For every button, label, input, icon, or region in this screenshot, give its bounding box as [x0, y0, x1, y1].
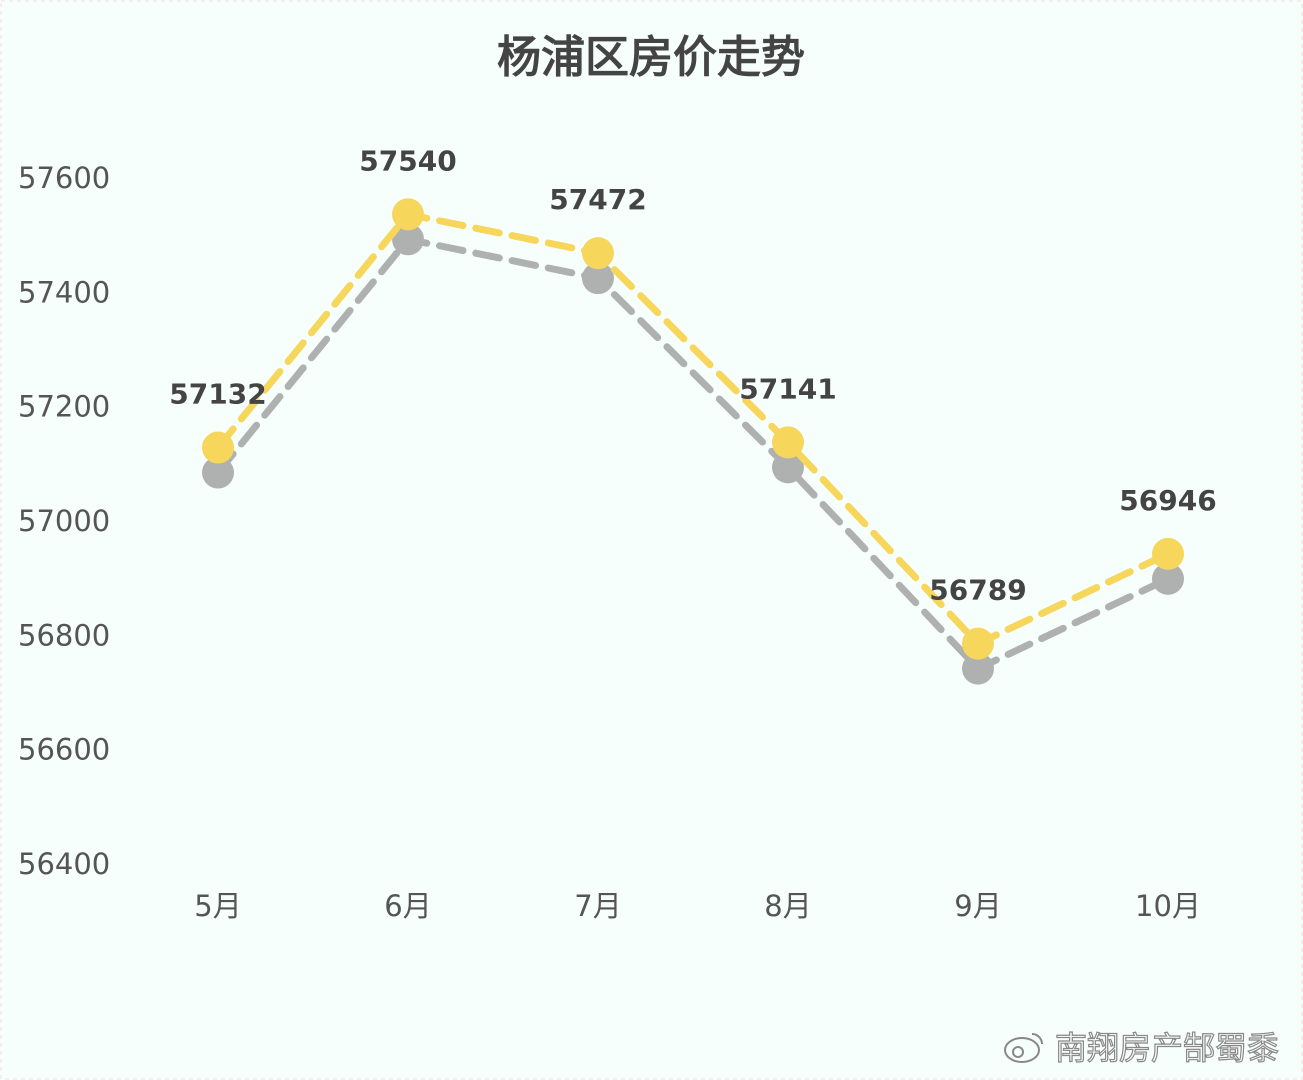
y-tick-label: 57000	[18, 504, 110, 538]
y-tick-label: 57400	[18, 275, 110, 309]
value-label: 56946	[1119, 484, 1216, 517]
x-tick-label: 9月	[954, 889, 1001, 923]
x-tick-label: 6月	[384, 889, 431, 923]
point	[392, 198, 424, 231]
point	[772, 426, 804, 459]
x-tick-label: 10月	[1135, 889, 1201, 923]
value-label: 56789	[929, 574, 1026, 607]
plot	[202, 198, 1184, 660]
value-label: 57141	[739, 372, 836, 405]
y-tick-label: 57600	[18, 161, 110, 195]
x-tick-label: 8月	[764, 889, 811, 923]
y-tick-label: 56600	[18, 733, 110, 767]
x-tick-label: 7月	[574, 889, 621, 923]
y-tick-label: 56800	[18, 618, 110, 652]
value-label: 57540	[359, 144, 456, 177]
point	[202, 431, 234, 464]
point	[962, 627, 994, 660]
watermark: 南翔房产郜蜀黍	[1055, 1029, 1279, 1067]
x-tick-label: 5月	[194, 889, 241, 923]
point	[582, 237, 614, 270]
watermark-logo	[1004, 1033, 1043, 1063]
chart-title: 杨浦区房价走势	[497, 32, 805, 83]
line	[214, 210, 1172, 648]
point	[1152, 537, 1184, 570]
y-tick-label: 56400	[18, 847, 110, 881]
value-label: 57472	[549, 183, 646, 216]
value-label: 57132	[169, 378, 266, 411]
y-tick-label: 57200	[18, 390, 110, 424]
